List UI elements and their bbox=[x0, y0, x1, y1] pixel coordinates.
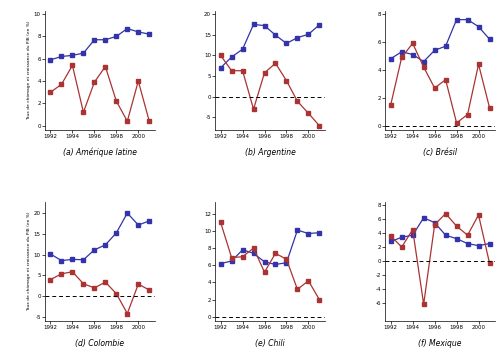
Y-axis label: Taux de chômage et croissance du PIB (en %): Taux de chômage et croissance du PIB (en… bbox=[27, 21, 31, 120]
X-axis label: (d) Colombie: (d) Colombie bbox=[76, 339, 124, 348]
X-axis label: (c) Brésil: (c) Brésil bbox=[423, 148, 457, 157]
X-axis label: (e) Chili: (e) Chili bbox=[255, 339, 285, 348]
X-axis label: (f) Mexique: (f) Mexique bbox=[418, 339, 462, 348]
X-axis label: (b) Argentine: (b) Argentine bbox=[244, 148, 296, 157]
Y-axis label: Taux de chômage et croissance du PIB (en %): Taux de chômage et croissance du PIB (en… bbox=[27, 212, 31, 311]
X-axis label: (a) Amérique latine: (a) Amérique latine bbox=[63, 148, 137, 157]
